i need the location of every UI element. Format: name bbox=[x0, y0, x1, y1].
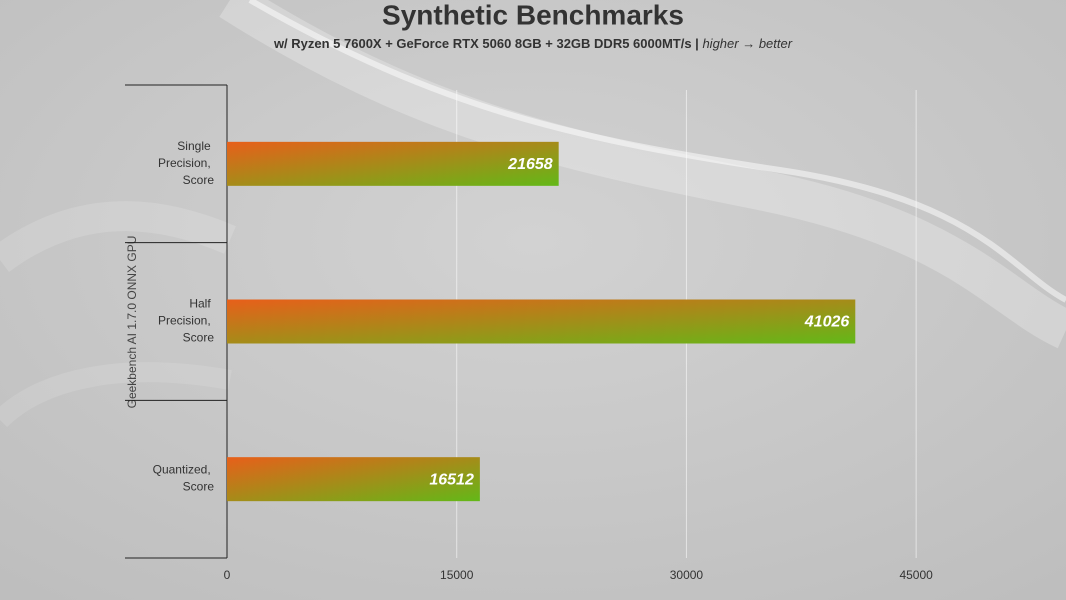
value-label: 21658 bbox=[507, 156, 553, 173]
y-tick-label-line: Half bbox=[189, 297, 214, 311]
y-tick-label-line: Precision, bbox=[158, 314, 214, 328]
chart-title: Synthetic Benchmarks bbox=[382, 0, 684, 30]
y-tick-label-line: Score bbox=[183, 331, 215, 345]
value-label: 16512 bbox=[429, 471, 474, 488]
y-tick-label-line: Quantized, bbox=[153, 463, 214, 477]
y-tick-label: Single Precision, Score bbox=[158, 139, 214, 187]
x-tick-label: 15000 bbox=[440, 568, 474, 582]
chart-subtitle: w/ Ryzen 5 7600X + GeForce RTX 5060 8GB … bbox=[273, 36, 793, 51]
x-tick-label: 45000 bbox=[899, 568, 933, 582]
plot-area: 0 15000 30000 45000 Single Precision, Score 2… bbox=[125, 84, 933, 582]
subtitle: w/ Ryzen 5 7600X + GeForce RTX 5060 8GB … bbox=[273, 36, 699, 51]
bar bbox=[227, 141, 559, 186]
group-label: Geekbench AI 1.7.0 ONNX GPU bbox=[125, 236, 139, 409]
value-label: 41026 bbox=[804, 314, 850, 331]
x-tick-label: 30000 bbox=[670, 568, 704, 582]
subtitle-note: higher → better bbox=[702, 36, 792, 51]
bar bbox=[227, 457, 480, 502]
y-tick-label: Half Precision, Score bbox=[158, 297, 214, 345]
y-tick-label-line: Score bbox=[183, 480, 215, 494]
x-tick-label: 0 bbox=[224, 568, 231, 582]
y-tick-label-line: Score bbox=[183, 173, 215, 187]
bar bbox=[227, 299, 856, 344]
background-swoosh bbox=[0, 0, 1066, 420]
y-tick-label: Quantized, Score bbox=[153, 463, 215, 494]
y-tick-label-line: Single bbox=[177, 139, 214, 153]
y-tick-label-line: Precision, bbox=[158, 156, 214, 170]
